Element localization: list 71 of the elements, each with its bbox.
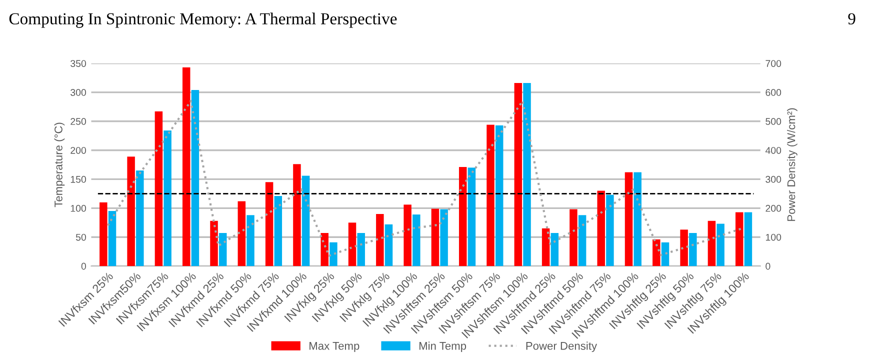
bar: [210, 220, 218, 266]
y-axis-title: Temperature (°C): [54, 122, 65, 208]
bar: [412, 214, 420, 266]
bar: [348, 222, 356, 266]
text: 9: [848, 13, 856, 24]
bar: [330, 242, 338, 266]
bar: [164, 130, 172, 266]
bar: [238, 201, 246, 266]
bar: [293, 164, 301, 266]
y2-tick-label: 400: [765, 146, 782, 154]
y2-tick-label: 600: [766, 89, 782, 96]
bar: [274, 196, 282, 266]
y2-tick-label: 300: [766, 176, 782, 183]
bar: [468, 168, 476, 266]
bar: [458, 167, 467, 266]
bar: [265, 182, 274, 266]
y-tick-label: 0: [81, 262, 86, 270]
bar: [495, 125, 504, 266]
bar: [652, 239, 660, 266]
bar: [689, 233, 697, 266]
y-tick-label: 300: [70, 89, 86, 96]
bar: [404, 204, 412, 266]
bar: [136, 170, 144, 266]
bar: [440, 209, 448, 266]
y-tick-label: 350: [70, 60, 86, 67]
legend-label: Max Temp: [310, 342, 360, 352]
bar: [523, 83, 531, 266]
bar: [320, 233, 328, 266]
y-tick-label: 100: [70, 204, 86, 212]
bar: [218, 233, 227, 266]
bar: [542, 228, 550, 266]
bar: [100, 202, 108, 266]
y2-axis-title: Power Density (W/cm²): [787, 108, 798, 221]
bar: [108, 211, 116, 266]
bar: [357, 233, 365, 266]
bar: [634, 172, 642, 266]
bar: [744, 212, 752, 266]
bar: [716, 224, 724, 266]
chart-title: Computing In Spintronic Memory: A Thermal Perspective: [9, 12, 397, 28]
y-tick-label: 200: [70, 146, 86, 154]
bar: [384, 224, 393, 266]
bar: [182, 67, 190, 266]
y2-tick-label: 100: [766, 234, 782, 241]
bar: [735, 212, 744, 266]
bar: [661, 242, 670, 266]
bar: [302, 176, 310, 266]
bar: [431, 208, 440, 266]
bar: [597, 190, 605, 266]
y2-tick-label: 0: [766, 262, 770, 270]
y-tick-label: 150: [70, 176, 86, 183]
bar: [550, 233, 559, 266]
bar: [127, 156, 135, 266]
y-tick-label: 250: [70, 118, 86, 125]
bar: [708, 220, 716, 266]
y2-tick-label: 700: [766, 60, 782, 67]
bar: [191, 90, 200, 266]
y2-tick-label: 200: [766, 204, 782, 212]
bar: [578, 215, 586, 266]
bar: [570, 209, 578, 266]
bar: [606, 194, 614, 266]
legend-label: Min Temp: [419, 342, 466, 352]
bar: [154, 111, 163, 266]
y2-tick-label: 500: [766, 118, 782, 125]
bar: [376, 214, 384, 266]
bar: [624, 172, 633, 266]
bar: [246, 215, 254, 266]
bar: [486, 124, 494, 266]
bar: [514, 83, 522, 266]
y-tick-label: 50: [76, 234, 86, 241]
bar: [680, 230, 688, 266]
legend-label: Power Density: [526, 342, 598, 352]
